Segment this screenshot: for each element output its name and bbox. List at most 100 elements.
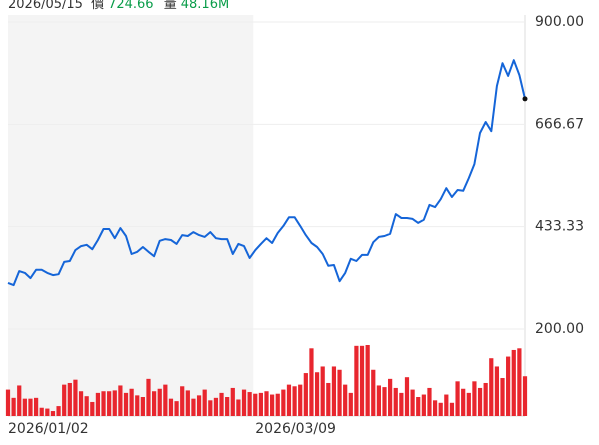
volume-bar (506, 356, 511, 416)
volume-bar (28, 398, 33, 416)
volume-bar (157, 388, 162, 416)
volume-bar (185, 390, 190, 416)
volume-bar (140, 397, 145, 416)
volume-bar (494, 366, 500, 416)
volume-bar (388, 378, 393, 416)
volume-bar (168, 398, 174, 416)
volume-bar (213, 397, 219, 416)
volume-bar (253, 393, 258, 416)
volume-bar (326, 382, 331, 416)
volume-bar (343, 384, 348, 416)
volume-bar (163, 384, 168, 416)
volume-bar (112, 390, 117, 416)
volume-bar (174, 401, 179, 416)
volume-bar (123, 392, 129, 416)
volume-bar (331, 366, 337, 416)
volume-bar (275, 393, 280, 416)
volume-bar (78, 391, 84, 416)
volume-bar (225, 397, 230, 416)
y-tick-label: 200.00 (535, 321, 584, 337)
volume-bar (466, 392, 471, 416)
volume-bar (17, 385, 22, 416)
volume-bar (320, 366, 325, 416)
volume-bar (337, 369, 342, 416)
volume-bar (219, 392, 224, 416)
volume-bar (410, 389, 415, 416)
volume-bar (62, 384, 67, 416)
volume-bar (517, 348, 522, 416)
volume-bar (309, 348, 314, 416)
volume-bar (50, 411, 56, 416)
volume-bar (472, 381, 477, 416)
volume-bar (180, 386, 185, 416)
y-tick-label: 666.67 (535, 116, 584, 132)
volume-bar (314, 372, 320, 416)
volume-bar (298, 384, 303, 416)
volume-bar (281, 389, 286, 416)
volume-bar (84, 396, 89, 416)
volume-bar (67, 382, 72, 416)
volume-bar (382, 387, 387, 416)
volume-bar (196, 395, 202, 416)
x-tick-label: 2026/03/09 (255, 421, 336, 437)
price-line (7, 59, 526, 287)
volume-bar (354, 345, 359, 416)
volume-bar (22, 398, 27, 416)
volume-bar (477, 387, 483, 416)
price: 724.66 (108, 0, 154, 12)
volume-bar (348, 392, 353, 416)
volume-bar (101, 391, 106, 416)
volume-bar (416, 397, 421, 416)
volume-bar (444, 394, 449, 416)
volume-bar (202, 389, 207, 416)
y-tick-label: 433.33 (535, 219, 584, 235)
volume-bar (39, 407, 44, 416)
volume-bar (146, 378, 151, 416)
volume-bar (432, 400, 438, 416)
volume-bar (90, 401, 95, 416)
volume-bar (399, 392, 404, 416)
volume-bar (73, 379, 78, 416)
volume-bar (191, 398, 196, 416)
volume-bar (404, 377, 410, 416)
volume-bar (371, 369, 376, 416)
period-shade (8, 15, 254, 416)
volume-bar (365, 345, 370, 416)
volume-bar (376, 385, 381, 416)
volume-bar (421, 394, 426, 416)
volume-bar (107, 391, 112, 416)
volume-bar (461, 388, 466, 416)
volume-bar (152, 391, 157, 416)
volume-bar (483, 382, 488, 416)
volume-bar (264, 391, 269, 416)
volume-bar (522, 376, 528, 416)
date: 2026/05/15 (8, 0, 83, 12)
y-tick-label: 900.00 (535, 14, 584, 30)
volume-bar (500, 378, 505, 416)
volume-bar (129, 388, 134, 416)
volume-bar (438, 402, 443, 416)
volume-bar (393, 387, 398, 416)
volume-bar (95, 392, 101, 416)
volume-bar (449, 402, 455, 416)
volume-bar (11, 397, 16, 416)
volume-bar (247, 392, 252, 416)
volume-bar (241, 389, 247, 416)
volume-bar (258, 392, 263, 416)
volume: 48.16M (180, 0, 230, 12)
volume-label: 量 (163, 0, 177, 12)
volume-bar (286, 384, 292, 416)
last-point (522, 96, 528, 102)
volume-bar (33, 397, 39, 416)
volume-bar (56, 406, 61, 416)
volume-bar (270, 394, 275, 416)
volume-bar (489, 358, 494, 416)
volume-bar (292, 386, 297, 416)
volume-bar (5, 389, 11, 416)
volume-bar (135, 395, 140, 416)
volume-bar (455, 381, 460, 416)
price-label: 價 (91, 0, 105, 12)
volume-bar (230, 387, 235, 416)
volume-bar (511, 349, 516, 416)
